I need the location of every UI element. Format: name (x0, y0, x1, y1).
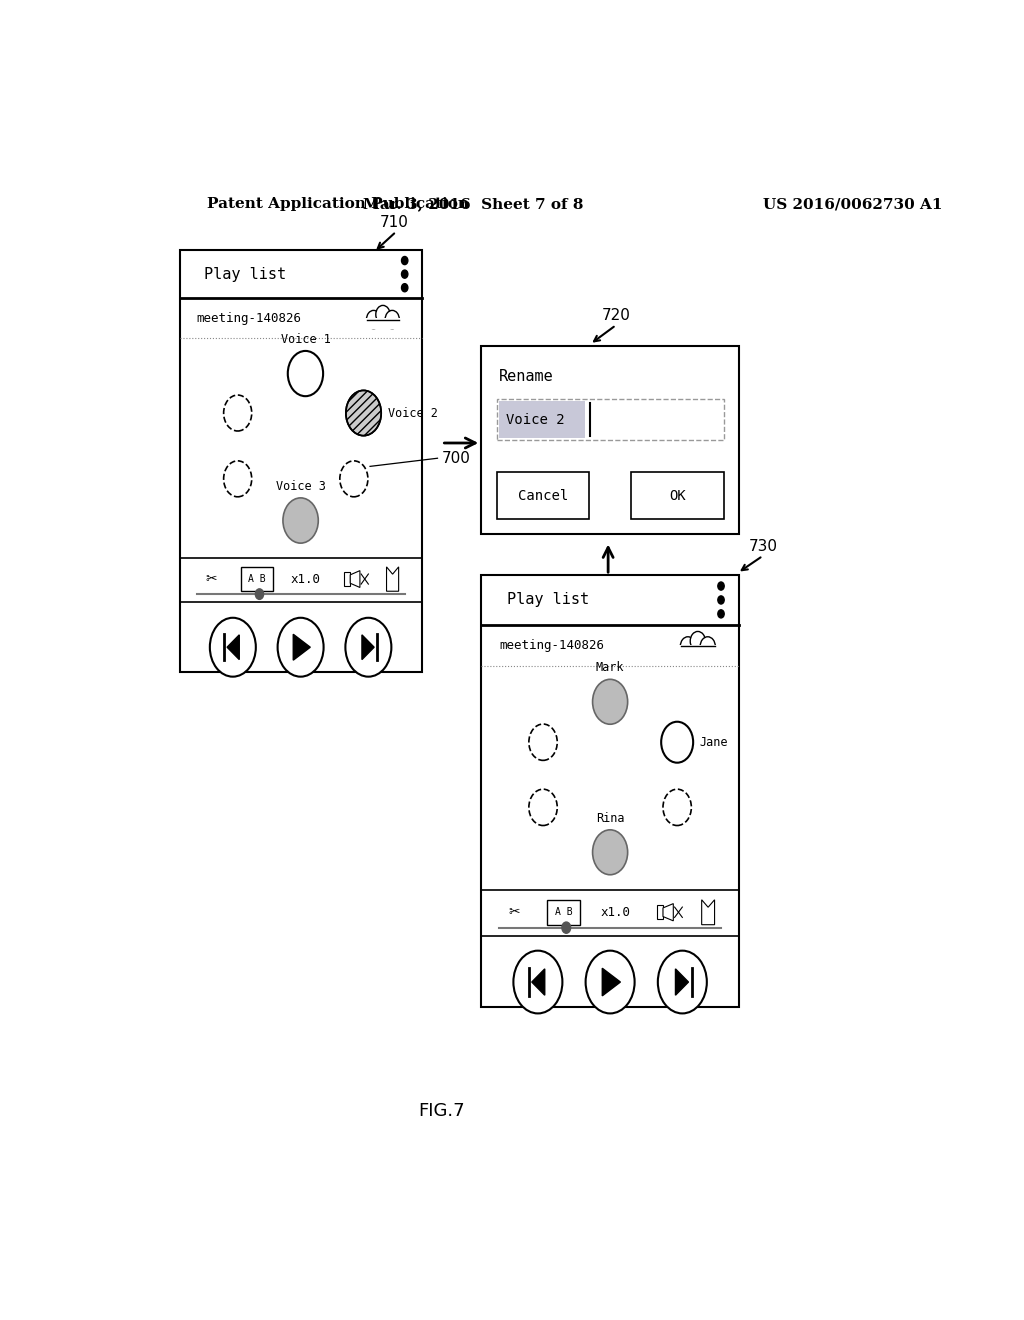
Circle shape (255, 589, 263, 599)
Text: x1.0: x1.0 (291, 573, 321, 586)
Text: A B: A B (555, 907, 572, 917)
Text: x1.0: x1.0 (600, 906, 630, 919)
Circle shape (288, 351, 324, 396)
Bar (344, 573, 350, 586)
Text: 700: 700 (441, 450, 470, 466)
Circle shape (513, 950, 562, 1014)
Circle shape (401, 284, 408, 292)
Text: 720: 720 (602, 309, 631, 323)
Text: A B: A B (248, 574, 266, 583)
Circle shape (223, 461, 252, 496)
Circle shape (663, 789, 691, 825)
Circle shape (367, 310, 381, 329)
Circle shape (562, 923, 570, 933)
Circle shape (586, 950, 635, 1014)
Text: Play list: Play list (204, 267, 286, 281)
Bar (656, 906, 663, 919)
Circle shape (700, 636, 716, 656)
Polygon shape (350, 570, 359, 587)
Polygon shape (386, 566, 398, 591)
Circle shape (340, 461, 368, 496)
Text: ✂: ✂ (509, 906, 520, 919)
Text: US 2016/0062730 A1: US 2016/0062730 A1 (763, 197, 942, 211)
Circle shape (385, 310, 399, 329)
Circle shape (345, 618, 391, 677)
Bar (481, 346, 739, 535)
Bar (365, 318, 401, 329)
Polygon shape (293, 634, 310, 660)
Text: Rename: Rename (500, 370, 554, 384)
Circle shape (593, 830, 628, 875)
Text: Play list: Play list (507, 593, 589, 607)
Text: meeting-140826: meeting-140826 (500, 639, 604, 652)
Polygon shape (663, 904, 674, 921)
Text: Voice 1: Voice 1 (281, 333, 331, 346)
Bar (631, 473, 724, 520)
Text: Voice 2: Voice 2 (506, 413, 564, 426)
Bar (499, 401, 585, 438)
Polygon shape (602, 969, 621, 995)
Bar (497, 399, 724, 441)
Circle shape (680, 636, 695, 656)
Text: Mar. 3, 2016  Sheet 7 of 8: Mar. 3, 2016 Sheet 7 of 8 (362, 197, 584, 211)
Circle shape (278, 618, 324, 677)
Text: Voice 3: Voice 3 (275, 479, 326, 492)
Circle shape (657, 950, 707, 1014)
Polygon shape (531, 969, 545, 995)
Circle shape (401, 271, 408, 279)
Circle shape (210, 618, 256, 677)
Polygon shape (701, 900, 715, 925)
Polygon shape (676, 969, 688, 995)
Polygon shape (227, 635, 240, 660)
Text: 710: 710 (380, 215, 409, 230)
Text: Cancel: Cancel (518, 488, 568, 503)
Text: Voice 2: Voice 2 (387, 407, 437, 420)
Text: Patent Application Publication: Patent Application Publication (207, 197, 469, 211)
Circle shape (718, 582, 724, 590)
Circle shape (593, 680, 628, 725)
Bar (678, 645, 718, 657)
Text: Mark: Mark (596, 661, 625, 675)
Text: meeting-140826: meeting-140826 (197, 312, 301, 325)
Circle shape (662, 722, 693, 763)
Polygon shape (361, 635, 374, 660)
Circle shape (718, 610, 724, 618)
Bar (242, 566, 272, 591)
Bar (547, 900, 581, 925)
Circle shape (283, 498, 318, 543)
Circle shape (223, 395, 252, 432)
Text: Rina: Rina (596, 812, 625, 825)
Circle shape (376, 305, 390, 323)
Text: Jane: Jane (699, 735, 728, 748)
Text: OK: OK (669, 488, 685, 503)
Bar (481, 576, 739, 1007)
Circle shape (528, 789, 557, 825)
Text: 730: 730 (749, 539, 777, 554)
Circle shape (718, 595, 724, 605)
Circle shape (346, 391, 381, 436)
Circle shape (401, 256, 408, 264)
Bar (497, 473, 590, 520)
Circle shape (690, 631, 706, 651)
Text: ✂: ✂ (205, 572, 217, 586)
Bar (179, 249, 422, 672)
Text: FIG.7: FIG.7 (418, 1102, 465, 1119)
Circle shape (528, 725, 557, 760)
